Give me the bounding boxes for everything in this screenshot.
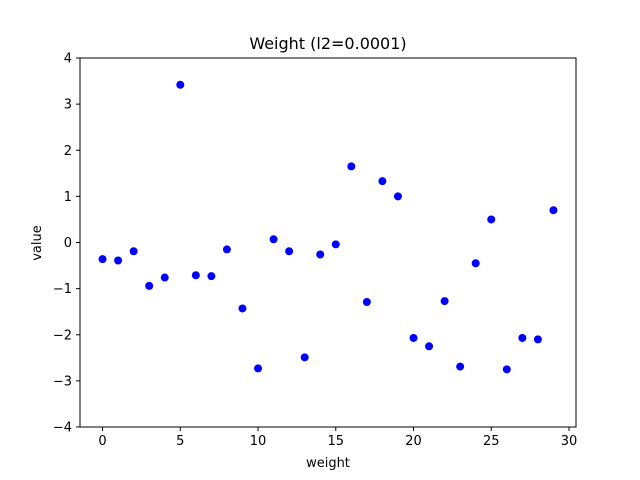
data-point bbox=[145, 281, 154, 290]
y-tick-label: 2 bbox=[64, 144, 72, 159]
data-point bbox=[160, 273, 169, 282]
data-point bbox=[393, 192, 402, 201]
data-point bbox=[285, 247, 294, 256]
data-points bbox=[98, 80, 558, 374]
data-point bbox=[549, 206, 558, 215]
x-tick-label: 15 bbox=[328, 434, 345, 449]
data-point bbox=[425, 342, 434, 351]
data-point bbox=[114, 256, 123, 265]
data-point bbox=[378, 177, 387, 186]
x-tick-label: 20 bbox=[405, 434, 422, 449]
data-point bbox=[238, 304, 247, 313]
data-point bbox=[316, 250, 325, 259]
data-point bbox=[440, 297, 449, 306]
data-point bbox=[254, 364, 263, 373]
x-axis-ticks: 0 5 10 15 20 25 30 bbox=[98, 427, 577, 449]
data-point bbox=[347, 162, 356, 171]
y-tick-label: 0 bbox=[64, 236, 72, 251]
data-point bbox=[269, 235, 278, 244]
data-point bbox=[222, 245, 231, 254]
data-point bbox=[456, 362, 465, 371]
y-tick-label: −4 bbox=[53, 421, 72, 436]
x-tick-label: 25 bbox=[483, 434, 500, 449]
x-tick-label: 10 bbox=[250, 434, 267, 449]
x-axis-label: weight bbox=[306, 456, 350, 471]
chart-title: Weight (l2=0.0001) bbox=[249, 34, 406, 53]
data-point bbox=[487, 215, 496, 224]
data-point bbox=[176, 80, 185, 89]
y-tick-label: −2 bbox=[53, 328, 72, 343]
y-tick-label: 3 bbox=[64, 98, 72, 113]
data-point bbox=[207, 272, 216, 281]
data-point bbox=[191, 271, 200, 280]
y-axis-label: value bbox=[30, 225, 45, 261]
data-point bbox=[98, 255, 107, 264]
x-tick-label: 5 bbox=[176, 434, 184, 449]
y-axis-ticks: −4 −3 −2 −1 0 1 2 3 4 bbox=[53, 52, 80, 436]
y-tick-label: 1 bbox=[64, 190, 72, 205]
data-point bbox=[502, 365, 511, 374]
y-tick-label: −3 bbox=[53, 374, 72, 389]
data-point bbox=[300, 353, 309, 362]
data-point bbox=[129, 247, 138, 256]
data-point bbox=[331, 240, 340, 249]
y-tick-label: 4 bbox=[64, 52, 72, 67]
data-point bbox=[518, 333, 527, 342]
data-point bbox=[362, 298, 371, 306]
x-tick-label: 30 bbox=[561, 434, 578, 449]
data-point bbox=[409, 333, 418, 342]
y-tick-label: −1 bbox=[53, 282, 72, 297]
x-tick-label: 0 bbox=[98, 434, 106, 449]
data-point bbox=[471, 259, 480, 268]
data-point bbox=[533, 335, 542, 344]
